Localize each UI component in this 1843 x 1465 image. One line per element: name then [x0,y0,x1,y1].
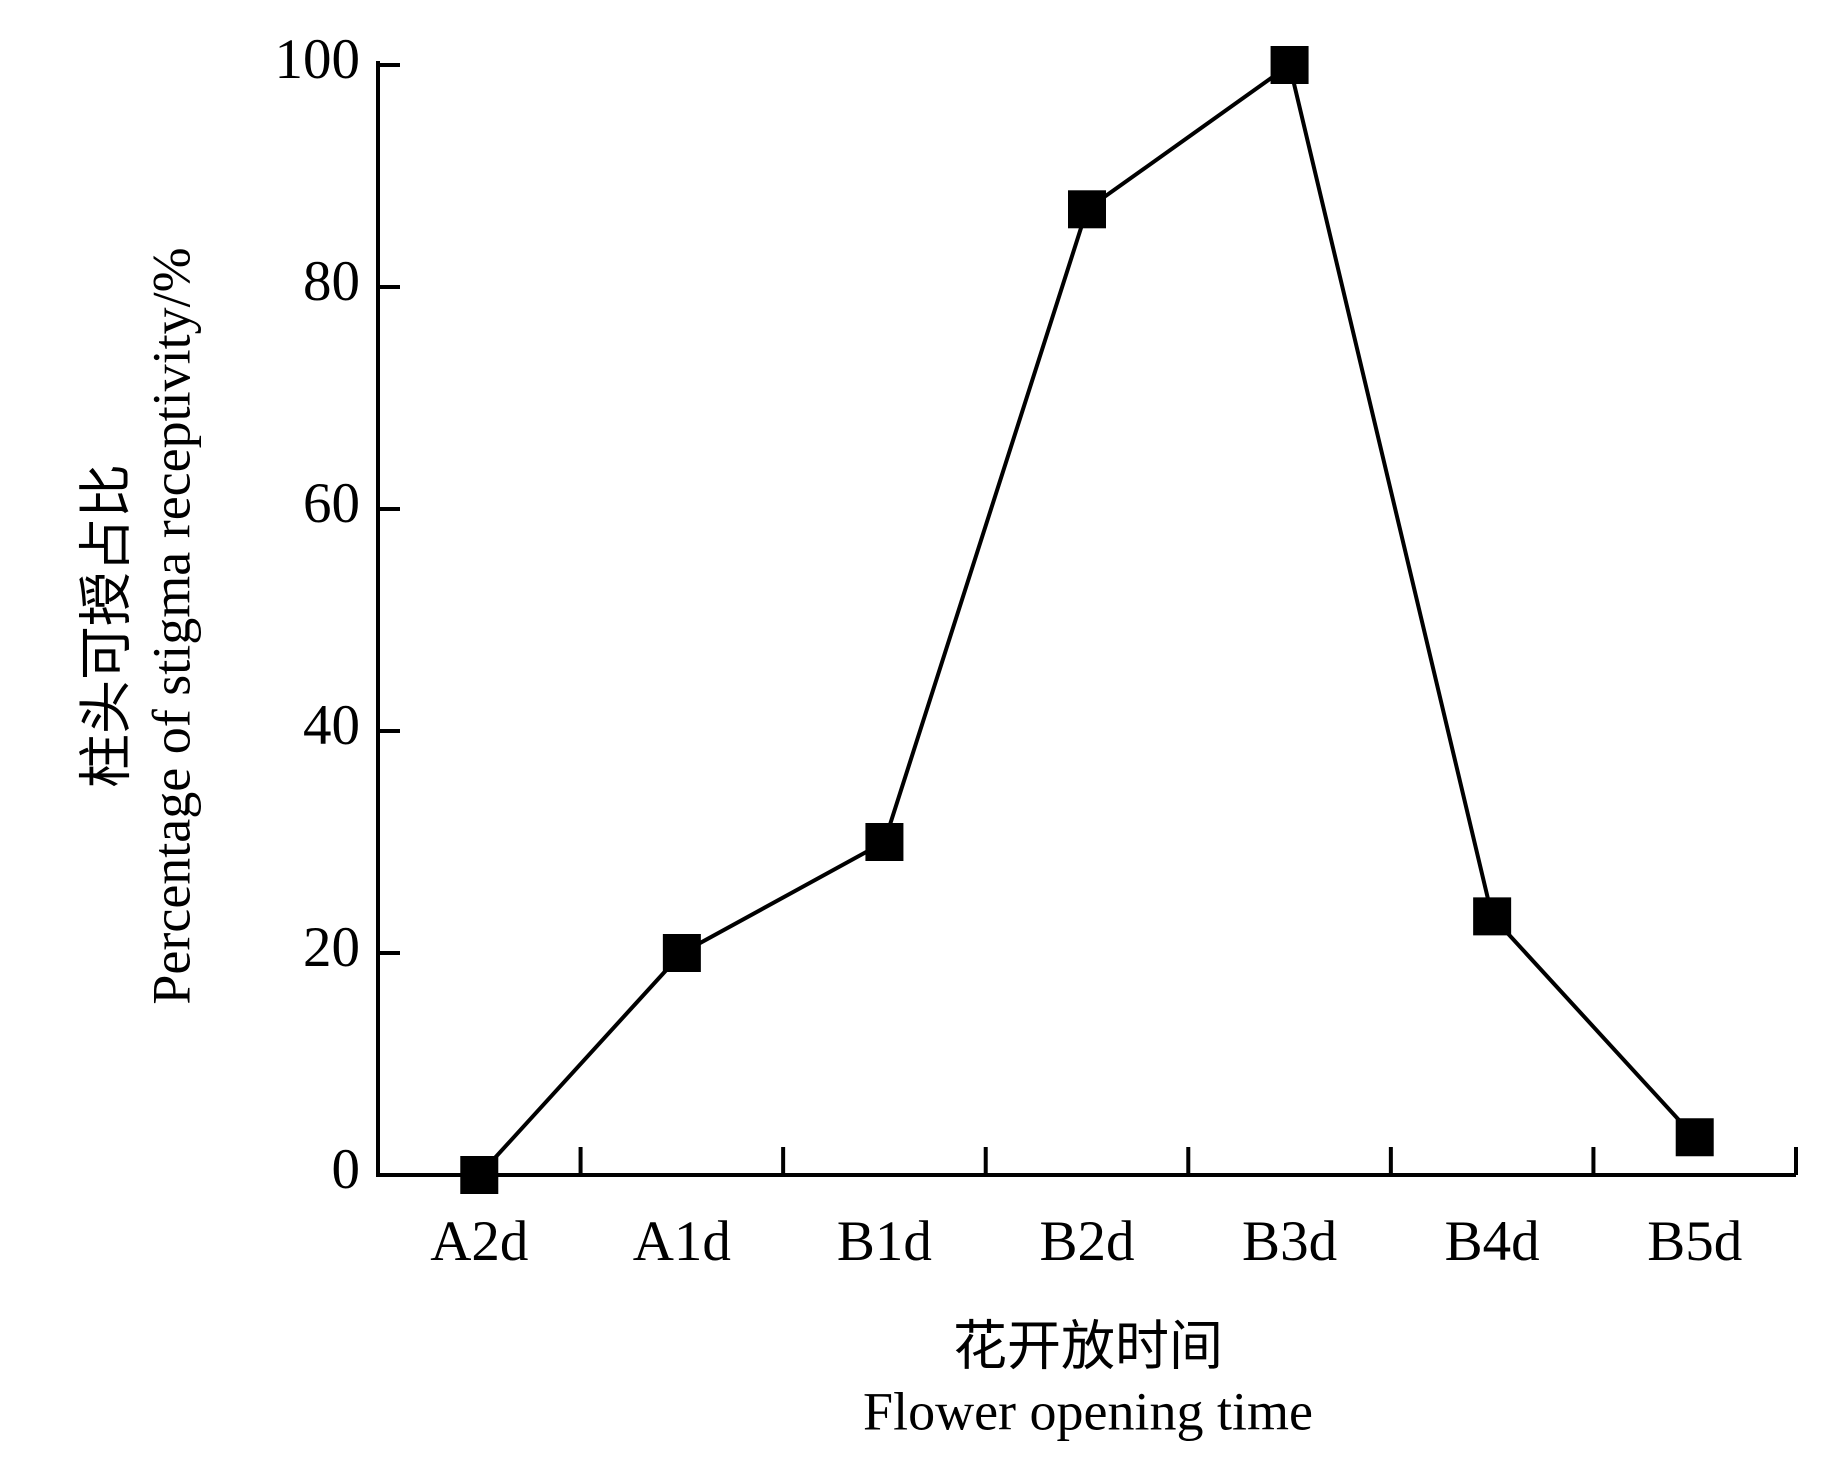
y-tick-label: 60 [303,472,360,535]
marker [865,823,904,861]
x-tick-label: A2d [430,1210,528,1273]
marker [1675,1118,1714,1157]
y-tick-label: 0 [332,1138,361,1201]
y-tick-label: 100 [275,28,361,91]
y-tick-label: 20 [303,916,360,979]
x-tick-label: B4d [1445,1210,1540,1273]
x-tick-label: A1d [633,1210,731,1273]
x-axis-title: Flower opening time [863,1381,1313,1441]
marker [460,1156,499,1194]
y-axis-title: 柱头可授占比 [76,464,136,788]
x-tick-label: B5d [1647,1210,1742,1273]
y-tick-label: 40 [303,694,360,757]
x-tick-label: B3d [1242,1210,1337,1273]
marker [1473,897,1512,936]
marker [662,934,701,972]
x-tick-label: B1d [837,1210,932,1273]
marker [1068,190,1106,229]
y-tick-label: 80 [303,250,360,313]
y-axis-title: Percentage of stigma receptivity/% [141,247,201,1004]
marker [1270,46,1309,84]
line [477,61,1697,1177]
x-axis-title: 花开放时间 [953,1316,1223,1376]
x-tick-label: B2d [1039,1210,1134,1273]
